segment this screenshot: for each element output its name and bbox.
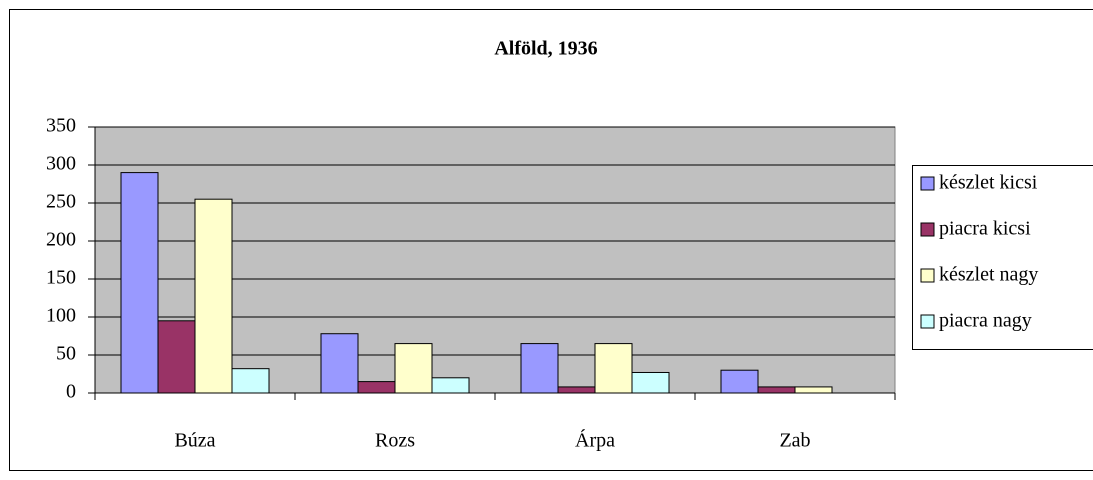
x-tick-label: Zab	[779, 430, 810, 452]
bar	[231, 368, 270, 394]
y-tick-label: 50	[56, 343, 76, 365]
bar	[120, 172, 159, 394]
x-tick-label: Rozs	[375, 430, 415, 452]
bar	[557, 386, 596, 394]
bar	[631, 371, 670, 394]
y-tick-label: 100	[46, 305, 76, 327]
y-tick-label: 300	[46, 153, 76, 175]
bar	[320, 333, 359, 394]
bar	[157, 320, 196, 394]
x-tick-label: Búza	[174, 430, 215, 452]
bar	[520, 343, 559, 394]
y-tick-label: 150	[46, 267, 76, 289]
legend-swatch	[920, 314, 935, 329]
y-tick-label: 0	[66, 381, 76, 403]
bar	[594, 343, 633, 394]
y-tick-label: 250	[46, 191, 76, 213]
legend-swatch	[920, 222, 935, 237]
bar	[720, 369, 759, 394]
x-tick-label: Árpa	[575, 429, 615, 452]
y-tick-label: 350	[46, 115, 76, 137]
bar	[794, 386, 833, 394]
bar	[394, 343, 433, 394]
bar	[357, 381, 396, 394]
legend-swatch	[920, 176, 935, 191]
bar	[194, 198, 233, 394]
bar	[757, 386, 796, 394]
legend-swatch	[920, 268, 935, 283]
y-tick-label: 200	[46, 229, 76, 251]
chart-title: Alföld, 1936	[494, 38, 597, 60]
legend-box	[912, 165, 1093, 350]
legend-label: piacra nagy	[939, 310, 1032, 332]
legend-label: piacra kicsi	[939, 218, 1031, 240]
legend-label: készlet kicsi	[939, 172, 1038, 194]
bar	[431, 377, 470, 394]
legend-label: készlet nagy	[939, 264, 1038, 286]
